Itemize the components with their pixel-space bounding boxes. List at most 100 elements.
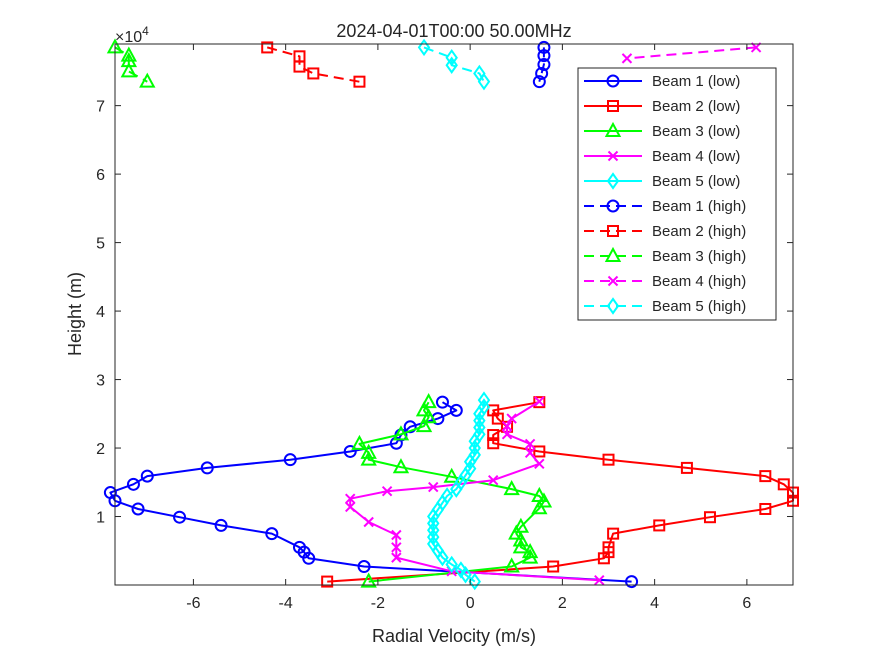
data-point <box>594 574 605 586</box>
data-point <box>477 391 491 409</box>
data-point <box>363 516 374 528</box>
data-point <box>680 461 693 474</box>
data-point <box>126 477 140 491</box>
x-tick-label: 2 <box>558 595 567 612</box>
data-point <box>524 438 536 450</box>
data-point <box>353 75 366 88</box>
data-point <box>293 60 306 73</box>
series-6 <box>532 40 551 89</box>
ticks-layer: -6 -4 -2 0 2 4 6 1 2 3 4 5 6 7 <box>96 44 793 612</box>
data-point <box>120 62 138 78</box>
data-point <box>360 572 377 588</box>
data-point <box>140 469 154 483</box>
data-point <box>139 72 156 88</box>
data-point <box>443 467 460 483</box>
data-point <box>343 444 357 458</box>
data-point <box>602 541 615 554</box>
data-point <box>533 396 546 409</box>
data-point <box>292 540 306 554</box>
data-point <box>345 501 356 513</box>
legend-marker <box>607 150 619 162</box>
data-point <box>454 561 468 579</box>
data-point <box>427 528 440 546</box>
data-point <box>392 458 410 474</box>
data-point <box>131 502 145 516</box>
series-3 <box>351 393 553 588</box>
legend-label: Beam 2 (low) <box>652 98 740 115</box>
data-point <box>391 552 402 563</box>
legend-entry: Beam 5 (high) <box>584 297 746 315</box>
legend-label: Beam 1 (low) <box>652 73 740 90</box>
series-5 <box>427 391 491 591</box>
y-tick-label: 1 <box>96 510 105 527</box>
x-tick-label: -2 <box>371 595 385 612</box>
axes-box <box>114 43 794 586</box>
legend-entry: Beam 2 (high) <box>584 223 746 240</box>
data-point <box>777 478 790 491</box>
data-point <box>533 445 546 458</box>
data-point <box>468 446 481 464</box>
data-point <box>534 458 545 469</box>
data-point <box>477 398 491 416</box>
data-point <box>445 56 458 74</box>
data-point <box>759 470 772 483</box>
data-point <box>468 439 481 457</box>
data-point <box>381 485 393 497</box>
legend-marker <box>607 100 619 112</box>
data-point <box>345 493 356 504</box>
data-point <box>602 453 615 466</box>
legend-marker <box>604 246 622 262</box>
x-tick-label: -6 <box>186 595 200 612</box>
data-point <box>501 420 513 432</box>
data-point <box>473 411 486 430</box>
y-tick-label: 6 <box>96 167 105 184</box>
legend-marker <box>606 297 620 315</box>
data-point <box>445 555 458 574</box>
data-point <box>607 527 620 540</box>
data-point <box>503 480 520 496</box>
data-point <box>487 475 499 486</box>
x-tick-label: 6 <box>742 595 751 612</box>
y-tick-label: 4 <box>96 304 105 321</box>
legend-marker <box>607 275 619 287</box>
legend-entry: Beam 3 (high) <box>584 246 746 265</box>
series-4 <box>345 396 605 586</box>
legend-marker <box>606 74 620 88</box>
legend-label: Beam 3 (low) <box>652 123 740 140</box>
legend-entry: Beam 1 (low) <box>584 73 740 90</box>
data-point <box>427 521 440 539</box>
data-point <box>307 67 320 80</box>
data-point <box>420 393 437 409</box>
series-line <box>626 46 757 60</box>
legend-label: Beam 5 (low) <box>652 173 740 190</box>
data-point <box>703 511 716 524</box>
data-point <box>532 75 546 89</box>
legend-entry: Beam 3 (low) <box>584 121 740 140</box>
data-point <box>200 461 214 475</box>
x-axis-label: Radial Velocity (m/s) <box>372 626 536 646</box>
legend-entry: Beam 2 (low) <box>584 98 740 115</box>
series-line <box>266 46 360 83</box>
legend: Beam 1 (low) Beam 2 (low) Beam 3 (low) Beam… <box>577 67 777 321</box>
legend-label: Beam 3 (high) <box>652 248 746 265</box>
data-point <box>415 417 433 433</box>
legend-entry: Beam 4 (low) <box>584 148 740 165</box>
data-point <box>547 560 560 573</box>
data-point <box>487 429 500 442</box>
legend-entry: Beam 4 (high) <box>584 273 746 290</box>
data-point <box>653 519 666 532</box>
data-point <box>427 535 440 553</box>
data-point <box>759 502 772 515</box>
data-point <box>524 447 536 459</box>
data-point <box>473 418 486 437</box>
series-8 <box>106 38 156 88</box>
data-point <box>534 396 545 407</box>
legend-label: Beam 4 (high) <box>652 273 746 290</box>
data-point <box>535 66 549 80</box>
data-point <box>487 404 500 417</box>
data-point <box>435 395 449 409</box>
data-point <box>417 38 431 57</box>
data-point <box>459 566 472 584</box>
x-tick-label: -4 <box>279 595 293 612</box>
